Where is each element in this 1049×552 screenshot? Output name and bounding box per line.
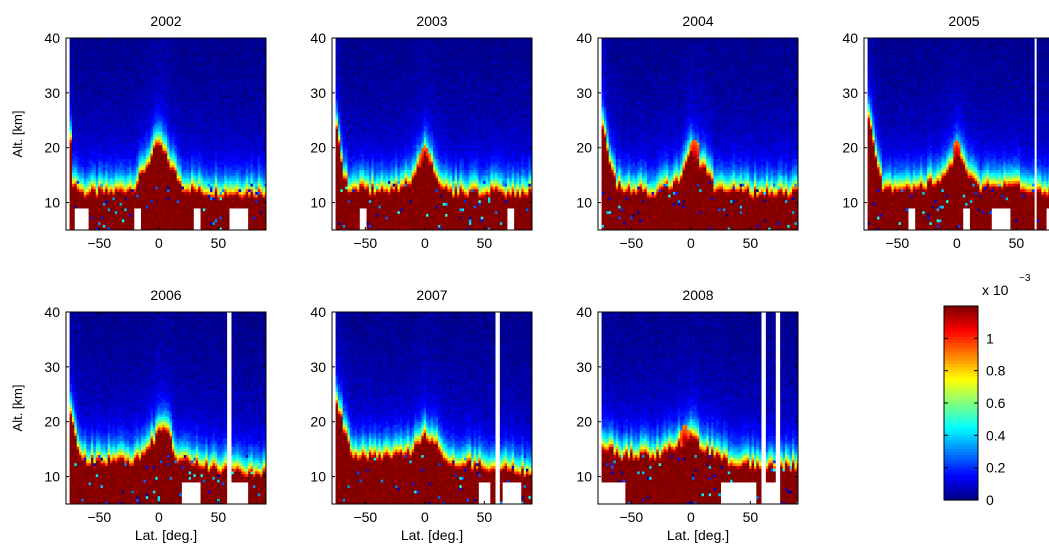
x-tick-label: −50 bbox=[87, 235, 111, 251]
y-tick-label: 30 bbox=[310, 359, 326, 375]
y-tick-label: 20 bbox=[44, 414, 60, 430]
x-tick-label: 0 bbox=[687, 235, 695, 251]
x-tick-label: 0 bbox=[421, 509, 429, 525]
x-tick-label: 50 bbox=[211, 509, 227, 525]
heatmap-2008 bbox=[601, 312, 798, 504]
y-axis-label: Alt. [km] bbox=[10, 385, 25, 432]
y-axis-label: Alt. [km] bbox=[10, 111, 25, 158]
y-tick-label: 30 bbox=[576, 85, 592, 101]
panel-2005: −50 0 50 10 20 30 40 2005 bbox=[842, 13, 1049, 251]
panel-2003: −50 0 50 10 20 30 40 2003 bbox=[310, 13, 533, 251]
x-tick-label: −50 bbox=[353, 509, 377, 525]
y-tick-label: 30 bbox=[842, 85, 858, 101]
x-axis-label: Lat. [deg.] bbox=[667, 527, 729, 543]
colorbar-tick-label: 1 bbox=[986, 330, 994, 346]
heatmap-2006 bbox=[69, 312, 266, 504]
x-tick-label: 0 bbox=[421, 235, 429, 251]
y-tick-label: 40 bbox=[44, 30, 60, 46]
x-tick-label: 50 bbox=[743, 509, 759, 525]
panel-title: 2005 bbox=[948, 13, 979, 29]
y-tick-label: 20 bbox=[310, 414, 326, 430]
y-tick-label: 10 bbox=[842, 195, 858, 211]
heatmap-2002 bbox=[69, 38, 266, 230]
x-tick-label: −50 bbox=[885, 235, 909, 251]
x-tick-label: −50 bbox=[619, 235, 643, 251]
x-tick-label: 50 bbox=[477, 235, 493, 251]
colorbar-ticks: 0 0.2 0.4 0.6 0.8 1 bbox=[944, 330, 1006, 508]
y-tick-label: 10 bbox=[576, 195, 592, 211]
x-tick-label: 0 bbox=[687, 509, 695, 525]
heatmap-2003 bbox=[335, 38, 532, 230]
y-tick-label: 20 bbox=[576, 140, 592, 156]
y-tick-label: 20 bbox=[44, 140, 60, 156]
panel-title: 2006 bbox=[150, 287, 181, 303]
axes-frame-2008 bbox=[597, 311, 799, 505]
y-tick-label: 10 bbox=[310, 469, 326, 485]
y-tick-label: 20 bbox=[310, 140, 326, 156]
panel-title: 2002 bbox=[150, 13, 181, 29]
axes-frame-2006 bbox=[65, 311, 267, 505]
x-axis-label: Lat. [deg.] bbox=[135, 527, 197, 543]
heatmap-2007 bbox=[335, 312, 532, 504]
x-tick-label: −50 bbox=[87, 509, 111, 525]
y-tick-label: 40 bbox=[576, 304, 592, 320]
y-tick-label: 20 bbox=[842, 140, 858, 156]
x-tick-label: 0 bbox=[155, 509, 163, 525]
panel-2007: −50 0 50 10 20 30 40 2007 Lat. [deg.] bbox=[310, 287, 533, 543]
y-tick-label: 30 bbox=[310, 85, 326, 101]
y-tick-label: 30 bbox=[44, 85, 60, 101]
colorbar-tick-label: 0 bbox=[986, 492, 994, 508]
panel-2008: −50 0 50 10 20 30 40 2008 Lat. [deg.] bbox=[576, 287, 799, 543]
y-tick-label: 20 bbox=[576, 414, 592, 430]
colorbar-gradient bbox=[944, 306, 978, 501]
y-tick-label: 40 bbox=[576, 30, 592, 46]
y-tick-label: 40 bbox=[310, 304, 326, 320]
x-tick-label: −50 bbox=[353, 235, 377, 251]
axes-frame-2003 bbox=[331, 37, 533, 231]
colorbar-tick-label: 0.8 bbox=[986, 363, 1006, 379]
y-tick-label: 10 bbox=[44, 469, 60, 485]
panel-2006: −50 0 50 10 20 30 40 2006 Alt. [km] Lat. [deg.] bbox=[10, 287, 267, 543]
y-tick-label: 40 bbox=[44, 304, 60, 320]
y-tick-label: 40 bbox=[310, 30, 326, 46]
axes-frame-2002 bbox=[65, 37, 267, 231]
y-tick-label: 10 bbox=[576, 469, 592, 485]
y-tick-label: 10 bbox=[44, 195, 60, 211]
x-tick-label: 0 bbox=[953, 235, 961, 251]
heatmap-2005 bbox=[867, 38, 1049, 230]
x-tick-label: 50 bbox=[211, 235, 227, 251]
x-tick-label: 50 bbox=[477, 509, 493, 525]
axes-frame-2004 bbox=[597, 37, 799, 231]
axes-frame-2005 bbox=[863, 37, 1049, 231]
panel-title: 2003 bbox=[416, 13, 447, 29]
y-tick-label: 30 bbox=[44, 359, 60, 375]
y-tick-label: 40 bbox=[842, 30, 858, 46]
y-tick-label: 10 bbox=[310, 195, 326, 211]
panel-title: 2008 bbox=[682, 287, 713, 303]
colorbar: 0 0.2 0.4 0.6 0.8 1 x 10 −3 bbox=[943, 273, 1031, 508]
panel-2002: −50 0 50 10 20 30 40 2002 Alt. [km] bbox=[10, 13, 267, 251]
panel-title: 2004 bbox=[682, 13, 713, 29]
x-tick-label: 0 bbox=[155, 235, 163, 251]
heatmap-2004 bbox=[601, 38, 798, 230]
colorbar-tick-label: 0.2 bbox=[986, 460, 1006, 476]
panel-title: 2007 bbox=[416, 287, 447, 303]
y-tick-label: 30 bbox=[576, 359, 592, 375]
axes-frame-2007 bbox=[331, 311, 533, 505]
x-tick-label: 50 bbox=[1009, 235, 1025, 251]
x-axis-label: Lat. [deg.] bbox=[401, 527, 463, 543]
x-tick-label: 50 bbox=[743, 235, 759, 251]
colorbar-exponent: x 10 bbox=[982, 282, 1009, 298]
x-tick-label: −50 bbox=[619, 509, 643, 525]
colorbar-exponent-power: −3 bbox=[1019, 273, 1031, 284]
colorbar-tick-label: 0.6 bbox=[986, 395, 1006, 411]
panel-2004: −50 0 50 10 20 30 40 2004 bbox=[576, 13, 799, 251]
colorbar-tick-label: 0.4 bbox=[986, 427, 1006, 443]
